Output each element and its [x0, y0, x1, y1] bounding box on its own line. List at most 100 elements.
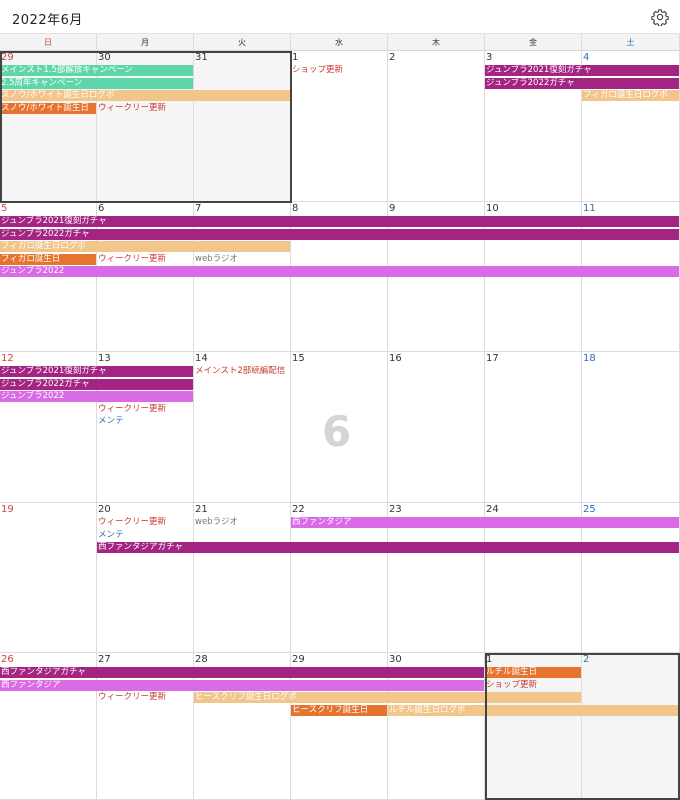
- day-cell[interactable]: 24: [485, 503, 582, 653]
- calendar-event[interactable]: ヒースクリフ誕生日ログボ: [194, 692, 581, 703]
- day-cell[interactable]: 8: [291, 202, 388, 352]
- day-number: 12: [1, 353, 14, 364]
- day-number: 2: [389, 52, 396, 63]
- day-number: 31: [195, 52, 208, 63]
- day-cell[interactable]: 13: [97, 352, 194, 503]
- calendar-event[interactable]: ヒースクリフ誕生日: [291, 704, 387, 716]
- calendar-event[interactable]: ウィークリー更新: [98, 403, 167, 414]
- calendar-event[interactable]: メンテ: [98, 529, 124, 540]
- calendar-event[interactable]: ウィークリー更新: [98, 517, 167, 527]
- month-grid: 29 30 31 1 2 3 4 5 6 7 8 9 10 11 12 13 14 15 16 17 18 19 20 21 2…: [0, 51, 680, 800]
- calendar-header: 2022年6月: [0, 0, 680, 34]
- weekday-label: 木: [388, 34, 485, 51]
- calendar-event[interactable]: webラジオ: [195, 253, 238, 264]
- calendar-event[interactable]: 2.5周年キャンペーン: [0, 77, 193, 89]
- calendar-event[interactable]: ジュンブラ2021復刻ガチャ: [0, 366, 193, 377]
- day-cell[interactable]: 15: [291, 352, 388, 503]
- day-number: 30: [98, 52, 111, 63]
- calendar-event[interactable]: ジュンブラ2021復刻ガチャ: [485, 65, 679, 76]
- day-number: 10: [486, 203, 499, 214]
- day-cell[interactable]: 10: [485, 202, 582, 352]
- day-cell[interactable]: 5: [0, 202, 97, 352]
- calendar-event[interactable]: フィガロ誕生日ログボ: [582, 90, 679, 101]
- calendar-event[interactable]: メインスト2部続編配信: [195, 366, 286, 376]
- day-cell[interactable]: 2: [388, 51, 485, 202]
- day-cell[interactable]: 12: [0, 352, 97, 503]
- day-cell[interactable]: 29: [0, 51, 97, 202]
- day-number: 6: [98, 203, 105, 214]
- calendar-event[interactable]: ルチル誕生日: [485, 667, 581, 678]
- day-cell[interactable]: 30: [97, 51, 194, 202]
- weekday-label: 金: [485, 34, 582, 51]
- calendar-event[interactable]: 西ファンタジアガチャ: [0, 667, 484, 678]
- weekday-label: 火: [194, 34, 291, 51]
- calendar-event[interactable]: 西ファンタジア: [0, 679, 484, 691]
- calendar-event[interactable]: 西ファンタジア: [291, 517, 679, 528]
- calendar-event[interactable]: ジュンブラ2021復刻ガチャ: [0, 216, 679, 227]
- day-number: 4: [583, 52, 590, 63]
- day-cell[interactable]: 17: [485, 352, 582, 503]
- calendar-event[interactable]: 西ファンタジアガチャ: [97, 542, 679, 553]
- day-cell[interactable]: 18: [582, 352, 680, 503]
- day-cell[interactable]: 22: [291, 503, 388, 653]
- day-number: 9: [389, 203, 396, 214]
- day-cell[interactable]: 31: [194, 51, 291, 202]
- calendar-event[interactable]: ジュンブラ2022ガチャ: [485, 77, 679, 89]
- day-number: 29: [292, 654, 305, 665]
- calendar-event[interactable]: フィガロ誕生日ログボ: [0, 241, 290, 252]
- day-number: 26: [1, 654, 14, 665]
- day-cell[interactable]: 21: [194, 503, 291, 653]
- day-number: 7: [195, 203, 202, 214]
- calendar-event[interactable]: ルチル誕生日ログボ: [388, 704, 679, 716]
- calendar-event[interactable]: webラジオ: [195, 517, 238, 527]
- day-cell[interactable]: 14: [194, 352, 291, 503]
- calendar-event[interactable]: スノウ/ホワイト誕生日ログボ: [0, 90, 290, 101]
- day-cell[interactable]: 20: [97, 503, 194, 653]
- day-number: 20: [98, 504, 111, 515]
- day-number: 2: [583, 654, 590, 665]
- day-number: 30: [389, 654, 402, 665]
- day-number: 11: [583, 203, 596, 214]
- calendar-event[interactable]: ジュンブラ2022: [0, 391, 193, 402]
- calendar-event[interactable]: スノウ/ホワイト誕生日: [0, 102, 96, 114]
- day-number: 25: [583, 504, 596, 515]
- day-number: 29: [1, 52, 14, 63]
- day-cell[interactable]: 23: [388, 503, 485, 653]
- day-number: 14: [195, 353, 208, 364]
- weekday-label: 土: [582, 34, 680, 51]
- day-cell[interactable]: 16: [388, 352, 485, 503]
- day-number: 21: [195, 504, 208, 515]
- calendar-event[interactable]: ウィークリー更新: [98, 102, 167, 113]
- weekday-label: 月: [97, 34, 194, 51]
- calendar-event[interactable]: ショップ更新: [292, 65, 344, 75]
- calendar-event[interactable]: ジュンブラ2022ガチャ: [0, 378, 193, 390]
- day-cell[interactable]: 19: [0, 503, 97, 653]
- day-cell[interactable]: 4: [582, 51, 680, 202]
- day-cell[interactable]: 2: [582, 653, 680, 800]
- day-cell[interactable]: 9: [388, 202, 485, 352]
- gear-icon[interactable]: [651, 8, 669, 26]
- day-cell[interactable]: 1: [291, 51, 388, 202]
- calendar-event[interactable]: ジュンブラ2022: [0, 266, 679, 277]
- day-cell[interactable]: 7: [194, 202, 291, 352]
- calendar-event[interactable]: メインスト1.5部解放キャンペーン: [0, 65, 193, 76]
- calendar-event[interactable]: ウィークリー更新: [98, 253, 167, 264]
- day-number: 13: [98, 353, 111, 364]
- calendar-event[interactable]: ジュンブラ2022ガチャ: [0, 228, 679, 240]
- day-cell[interactable]: 11: [582, 202, 680, 352]
- calendar-event[interactable]: メンテ: [98, 416, 124, 426]
- day-number: 17: [486, 353, 499, 364]
- day-cell[interactable]: 25: [582, 503, 680, 653]
- day-number: 1: [486, 654, 493, 665]
- calendar-event[interactable]: フィガロ誕生日: [0, 253, 96, 265]
- day-number: 16: [389, 353, 402, 364]
- calendar-event[interactable]: ショップ更新: [486, 679, 538, 690]
- day-cell[interactable]: 6: [97, 202, 194, 352]
- day-number: 18: [583, 353, 596, 364]
- day-number: 3: [486, 52, 493, 63]
- month-title[interactable]: 2022年6月: [12, 13, 83, 28]
- day-number: 24: [486, 504, 499, 515]
- calendar-event[interactable]: ウィークリー更新: [98, 692, 167, 702]
- day-number: 8: [292, 203, 299, 214]
- day-cell[interactable]: 3: [485, 51, 582, 202]
